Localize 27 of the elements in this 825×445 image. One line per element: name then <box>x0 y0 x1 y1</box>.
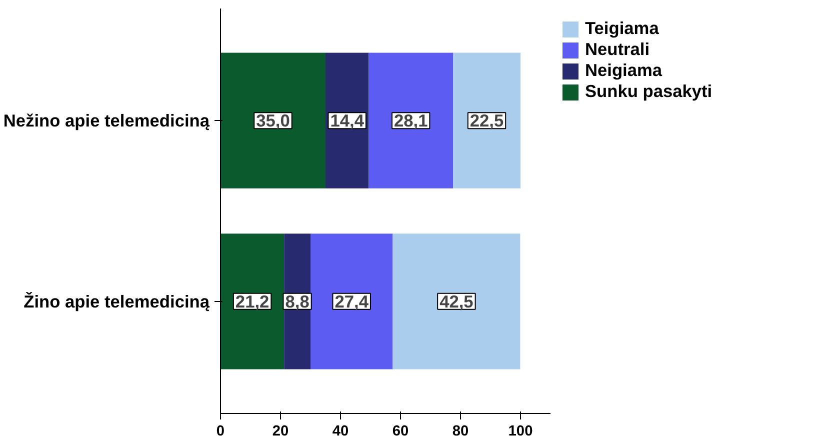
data-label: 42,5 <box>440 291 474 312</box>
bar <box>368 52 453 188</box>
data-label: 14,4 <box>330 110 364 131</box>
x-tick-label: 20 <box>272 424 289 440</box>
y-tick-label: Žino apie telemediciną <box>24 291 210 312</box>
data-label: 21,2 <box>235 291 270 312</box>
x-tick-label: 40 <box>332 424 349 440</box>
data-label: 22,5 <box>470 110 504 131</box>
bar <box>310 234 393 370</box>
legend-label: Teigiama <box>585 18 659 39</box>
x-tick-label: 80 <box>452 424 469 440</box>
legend-label: Neutrali <box>585 39 650 60</box>
legend-label: Neigiama <box>585 60 662 81</box>
bar <box>392 234 520 370</box>
data-label: 35,0 <box>256 110 290 131</box>
y-tick-label: Nežino apie telemediciną <box>3 110 210 131</box>
x-tick-label: 100 <box>508 424 533 440</box>
data-label: 27,4 <box>334 291 369 312</box>
x-tick-label: 60 <box>392 424 409 440</box>
bar <box>453 52 520 188</box>
x-tick-label: 0 <box>216 424 225 440</box>
data-label: 28,1 <box>394 110 428 131</box>
bar <box>220 234 284 370</box>
data-label: 8,8 <box>285 291 310 312</box>
bar <box>326 52 369 188</box>
legend-label: Sunku pasakyti <box>585 81 712 102</box>
bar <box>220 52 326 188</box>
